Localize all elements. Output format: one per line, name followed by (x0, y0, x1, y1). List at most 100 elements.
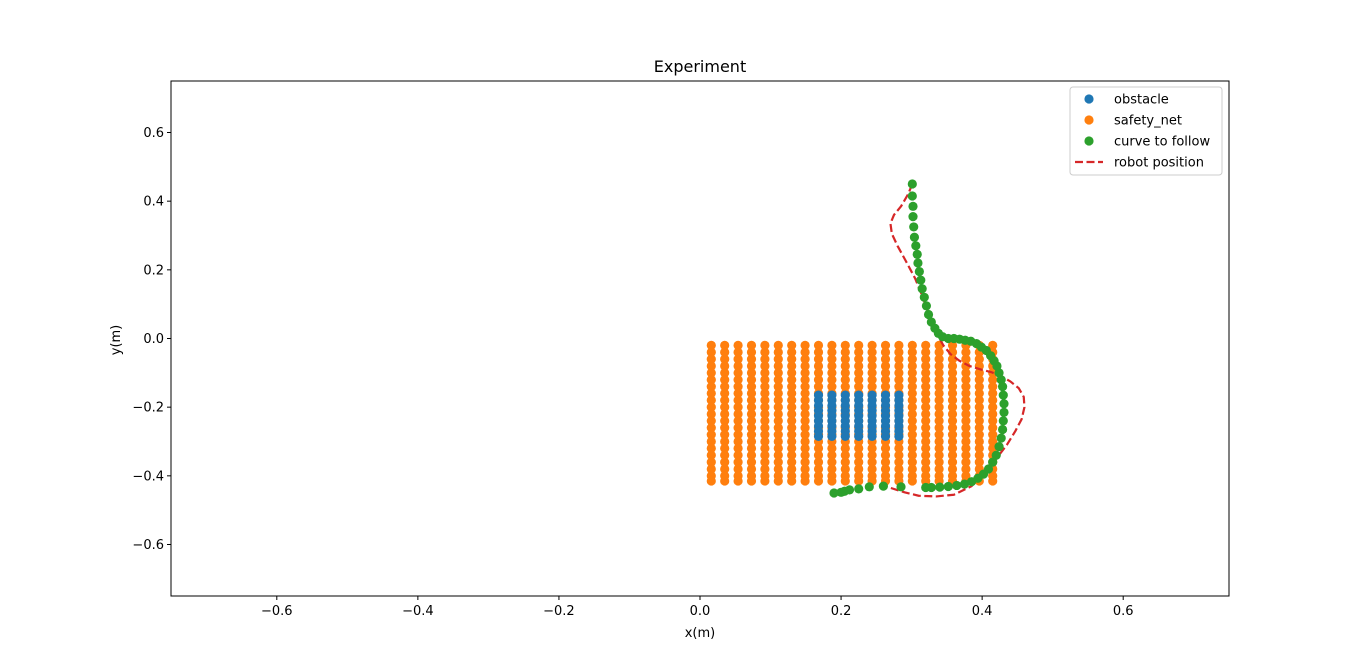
curve-to-follow-point (998, 416, 1008, 426)
safety-net-point (733, 436, 743, 447)
safety-net-point (760, 375, 770, 385)
y-tick-label: 0.6 (143, 126, 164, 141)
safety-net-point (934, 388, 944, 399)
safety-net-point (907, 436, 917, 447)
safety-net-point (840, 450, 850, 460)
safety-net-point (733, 375, 743, 385)
legend-label: safety_net (1114, 114, 1182, 129)
safety-net-point (706, 423, 716, 433)
safety-net-point (827, 340, 837, 350)
curve-to-follow-point (913, 258, 923, 268)
safety-net-point (867, 457, 877, 467)
safety-net-point (720, 416, 730, 426)
safety-net-point (760, 409, 770, 419)
safety-net-point (961, 354, 971, 364)
obstacle-point (827, 431, 837, 441)
curve-to-follow-point (943, 481, 953, 492)
safety-net-point (773, 340, 783, 350)
safety-net-point (907, 388, 917, 399)
y-tick-label: −0.6 (132, 538, 164, 553)
safety-net-point (921, 416, 931, 426)
safety-net-point (773, 457, 783, 467)
safety-net-point (787, 368, 797, 378)
safety-net-point (961, 375, 971, 385)
safety-net-point (746, 423, 757, 433)
safety-net-point (733, 409, 743, 419)
safety-net-point (934, 450, 944, 460)
curve-to-follow-point (864, 482, 874, 492)
curve-to-follow-point (952, 480, 962, 491)
safety-net-point (854, 375, 864, 385)
curve-to-follow-point (997, 424, 1008, 435)
x-axis-label: x(m) (685, 626, 716, 641)
safety-net-point (974, 402, 984, 412)
safety-net-point (760, 395, 770, 405)
safety-net-point (961, 464, 971, 474)
safety-net-point (867, 381, 877, 392)
safety-net-point (773, 436, 783, 447)
safety-net-point (934, 395, 944, 405)
safety-net-point (840, 368, 850, 378)
safety-net-point (733, 450, 743, 460)
safety-net-point (947, 443, 958, 453)
curve-to-follow-point (999, 399, 1009, 409)
safety-net-point (880, 443, 891, 453)
safety-net-point (961, 409, 971, 419)
safety-net-point (827, 457, 837, 467)
safety-net-point (787, 423, 797, 433)
curve-to-follow-point (996, 433, 1006, 443)
safety-net-point (961, 388, 971, 399)
safety-net-point (773, 388, 783, 399)
curve-to-follow-point (912, 249, 922, 259)
safety-net-point (733, 402, 743, 412)
safety-net-point (854, 464, 864, 474)
safety-net-point (813, 476, 824, 486)
safety-net-point (787, 361, 797, 371)
safety-net-point (934, 430, 944, 440)
y-tick-label: 0.2 (143, 263, 164, 278)
curve-to-follow-point (909, 222, 919, 232)
obstacle-point (854, 431, 864, 441)
safety-net-point (867, 361, 877, 371)
curve-to-follow-point (988, 457, 998, 467)
safety-net-point (867, 354, 877, 364)
safety-net-point (988, 381, 998, 392)
safety-net-point (867, 340, 877, 350)
safety-net-point (733, 368, 743, 378)
legend-label: curve to follow (1114, 135, 1210, 150)
safety-net-point (907, 423, 917, 433)
safety-net-point (894, 340, 904, 350)
curve-to-follow-point (854, 484, 864, 494)
safety-net-point (934, 402, 944, 412)
safety-net-point (706, 450, 716, 460)
safety-net-point (988, 416, 998, 426)
safety-net-point (827, 476, 837, 486)
legend-marker (1084, 94, 1094, 104)
x-tick-label: 0.4 (972, 604, 993, 619)
series-curve-to-follow (829, 179, 1009, 498)
legend-item-safety-net: safety_net (1084, 114, 1182, 129)
curve-to-follow-point (914, 266, 924, 277)
safety-net-point (800, 354, 810, 364)
safety-net-point (907, 354, 917, 364)
safety-net-point (934, 354, 944, 364)
curve-to-follow-point (999, 407, 1009, 417)
safety-net-point (854, 450, 864, 460)
safety-net-point (880, 464, 891, 474)
safety-net-point (947, 436, 958, 447)
safety-net-point (733, 395, 743, 405)
x-tick-label: −0.6 (261, 604, 293, 619)
safety-net-point (720, 361, 730, 371)
safety-net-point (947, 450, 958, 460)
safety-net-point (907, 476, 917, 486)
safety-net-point (921, 457, 931, 467)
safety-net-point (746, 388, 757, 399)
safety-net-point (720, 464, 730, 474)
safety-net-point (974, 395, 984, 405)
safety-net-point (921, 430, 931, 440)
safety-net-point (840, 340, 850, 350)
safety-net-point (961, 430, 971, 440)
safety-net-point (720, 423, 730, 433)
safety-net-point (907, 457, 917, 467)
safety-net-point (867, 347, 877, 357)
